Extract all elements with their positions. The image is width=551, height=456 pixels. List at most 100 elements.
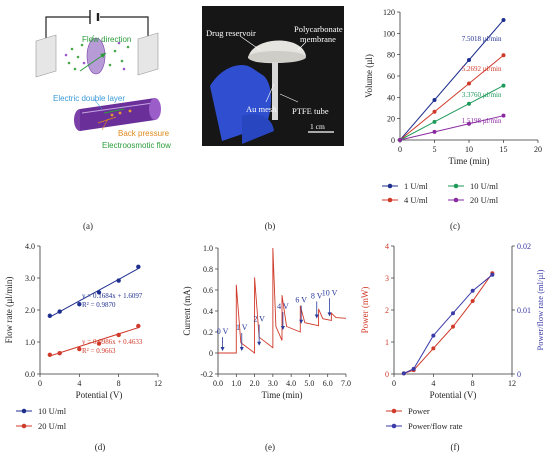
x-tick-label: 12 [154, 379, 162, 388]
data-point [451, 324, 455, 329]
y-tick-label: 120 [383, 8, 395, 17]
panel-a-schematic: Flow direction Electric double layer Bac… [20, 5, 180, 160]
voltage-label: 10 V [322, 288, 338, 297]
x-tick-label: 2.0 [250, 379, 260, 388]
legend-marker [21, 423, 27, 429]
x-tick-label: 12 [508, 379, 516, 388]
data-point [467, 121, 471, 126]
fit-r2: R² = 0.9870 [82, 301, 116, 309]
x-tick-label: 1.0 [231, 379, 241, 388]
panel-e-chart: 0.0 1.0 2.0 3.0 4.0 5.0 6.0 7.0 -0.2 0 0.2 0.4 0.6 0.… [180, 236, 362, 419]
y-tick-label: 0 [391, 136, 395, 145]
data-point [136, 264, 141, 269]
legend-marker [21, 408, 27, 414]
series-line [403, 272, 493, 374]
scale-bar-label: 1 cm [310, 122, 325, 131]
y-right-tick-label: 0.01 [517, 306, 531, 315]
voltage-label: 8 V [311, 291, 323, 300]
y-tick-label: 20 [387, 115, 395, 124]
legend-label: 1 U/ml [404, 181, 428, 191]
legend-marker [453, 183, 459, 189]
data-point [77, 346, 82, 352]
y-tick-label: 0.0 [25, 370, 35, 379]
membrane-icon [86, 37, 106, 75]
panel-f-chart: 0 4 8 12 0 1 2 3 4 0 0.01 0.02 Potential (V) Power (m… [358, 236, 550, 441]
y-tick-label: -0.2 [200, 370, 213, 379]
x-tick-label: 3.0 [268, 379, 278, 388]
fit-line [49, 327, 139, 357]
y-axis-title: Current (mA) [182, 286, 192, 335]
y-tick-label: 4.0 [25, 242, 35, 251]
drug-reservoir-label: Drug reservoir [206, 28, 256, 38]
data-point [432, 129, 437, 134]
y-tick-label: 0 [209, 349, 213, 358]
x-tick-label: 4.0 [286, 379, 296, 388]
series-line [399, 19, 504, 141]
legend-label: 20 U/ml [38, 421, 67, 431]
x-tick-label: 4 [77, 379, 81, 388]
x-tick-label: 20 [534, 145, 542, 154]
series-line [403, 274, 493, 374]
y-tick-label: 0.6 [203, 286, 213, 295]
data-point [47, 352, 53, 357]
y-right-tick-label: 0.02 [517, 242, 531, 251]
rate-annotation: 1.5198 µl/min [462, 117, 502, 125]
data-point [451, 311, 455, 316]
flow-direction-label: Flow direction [82, 35, 132, 44]
ptfe-tube-label: PTFE tube [292, 106, 329, 116]
x-axis-title: Time (min) [449, 156, 490, 166]
x-tick-label: 4 [431, 379, 435, 388]
fit-equation: y = 0.1684x + 1.6097 [82, 292, 143, 300]
x-tick-label: 0 [38, 379, 42, 388]
data-point [432, 109, 437, 114]
arrow-head-icon [257, 341, 262, 346]
panel-c-chart: 0 5 10 15 20 0 20 40 60 80 100 120 Time (min) Volume … [360, 0, 548, 227]
data-point [470, 288, 475, 293]
x-tick-label: 6.0 [323, 379, 333, 388]
fit-line [49, 268, 139, 318]
series-line [399, 115, 504, 141]
data-point [501, 83, 506, 88]
data-point [431, 333, 436, 338]
fit-equation: y = 0.0986x + 0.4633 [82, 338, 143, 346]
x-tick-label: 7.0 [341, 379, 351, 388]
rate-annotation: 3.3760 µl/min [462, 91, 502, 99]
data-point [398, 138, 402, 142]
membrane-label: membrane [300, 34, 336, 44]
panel-label-d: (d) [94, 442, 106, 452]
y-axis-title: Volume (µl) [364, 54, 374, 98]
arrow-head-icon [327, 312, 332, 317]
y-axis-title-right: Power/flow rate (ml/µl) [535, 269, 545, 350]
eo-flow-label: Electroosmotic flow [102, 141, 171, 150]
panel-label-c: (c) [450, 221, 460, 231]
data-point [47, 313, 53, 318]
series-line [399, 85, 504, 141]
legend-marker [387, 197, 393, 203]
x-tick-label: 5 [433, 145, 437, 154]
eo-schematic-illustration [35, 10, 161, 131]
arrow-head-icon [314, 314, 319, 319]
arrow-head-icon [299, 319, 304, 324]
data-point [411, 366, 416, 371]
y-tick-label: 1.0 [25, 338, 35, 347]
current-vs-time-chart: 0.0 1.0 2.0 3.0 4.0 5.0 6.0 7.0 -0.2 0 0.2 0.4 0.6 0.… [182, 244, 351, 400]
flow-rate-vs-potential-chart: 0 4 8 12 0.0 1.0 2.0 3.0 4.0 Potential (V) Flow ra… [4, 242, 162, 431]
data-point [501, 113, 506, 118]
data-point [432, 119, 437, 124]
arrow-head-icon [220, 347, 225, 351]
legend-marker [391, 408, 397, 414]
data-point [57, 351, 62, 356]
data-point [57, 309, 62, 314]
x-tick-label: 0.0 [213, 379, 223, 388]
voltage-label: 2 V [253, 315, 265, 324]
x-axis-title: Potential (V) [76, 390, 123, 400]
x-axis-title: Potential (V) [430, 390, 477, 400]
data-point [401, 371, 406, 376]
legend-marker [387, 183, 393, 189]
ptfe-tube-icon [272, 62, 278, 120]
y-axis-title: Flow rate (µl/min) [4, 277, 14, 344]
edl-label: Electric double layer [53, 94, 126, 103]
panel-d-chart: 0 4 8 12 0.0 1.0 2.0 3.0 4.0 Potential (V) Flow ra… [0, 236, 178, 441]
device-photo-illustration [202, 6, 344, 146]
